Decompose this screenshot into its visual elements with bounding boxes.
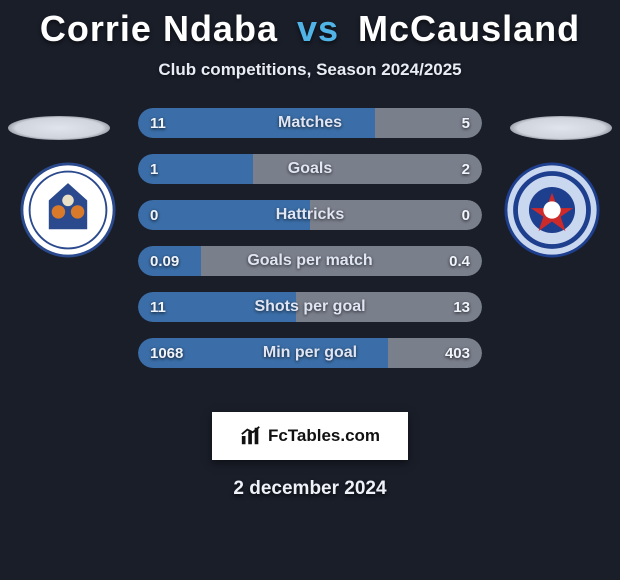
stat-bar-left (138, 108, 375, 138)
chart-icon (240, 425, 262, 447)
stat-bar-left (138, 338, 388, 368)
stat-row: Hattricks00 (138, 200, 482, 230)
stat-bar-right (253, 154, 482, 184)
stat-bar-right (310, 200, 482, 230)
player2-name: McCausland (358, 8, 580, 49)
stat-row: Goals12 (138, 154, 482, 184)
kilmarnock-crest-icon (20, 162, 116, 258)
stat-bar-right (375, 108, 483, 138)
date-label: 2 december 2024 (0, 478, 620, 500)
team-crest-left (20, 162, 116, 258)
player1-name: Corrie Ndaba (40, 8, 278, 49)
stat-row: Goals per match0.090.4 (138, 246, 482, 276)
stat-bar-left (138, 292, 296, 322)
stat-row: Shots per goal1113 (138, 292, 482, 322)
stat-bar-left (138, 246, 201, 276)
team-crest-right (504, 162, 600, 258)
stat-bar-left (138, 200, 310, 230)
stat-bar-left (138, 154, 253, 184)
stat-row: Min per goal1068403 (138, 338, 482, 368)
stats-area: Matches115 Goals12 Hattricks00 Goals per ma… (0, 108, 620, 398)
comparison-title: Corrie Ndaba vs McCausland (0, 0, 620, 50)
source-text: FcTables.com (268, 426, 380, 446)
shadow-ellipse-left (8, 116, 110, 140)
vs-label: vs (297, 8, 339, 49)
stat-bar-right (296, 292, 482, 322)
source-badge: FcTables.com (212, 412, 408, 460)
rangers-crest-icon (504, 162, 600, 258)
stat-bars: Matches115 Goals12 Hattricks00 Goals per ma… (138, 108, 482, 384)
shadow-ellipse-right (510, 116, 612, 140)
stat-bar-right (388, 338, 482, 368)
stat-bar-right (201, 246, 482, 276)
stat-row: Matches115 (138, 108, 482, 138)
subtitle: Club competitions, Season 2024/2025 (0, 60, 620, 80)
